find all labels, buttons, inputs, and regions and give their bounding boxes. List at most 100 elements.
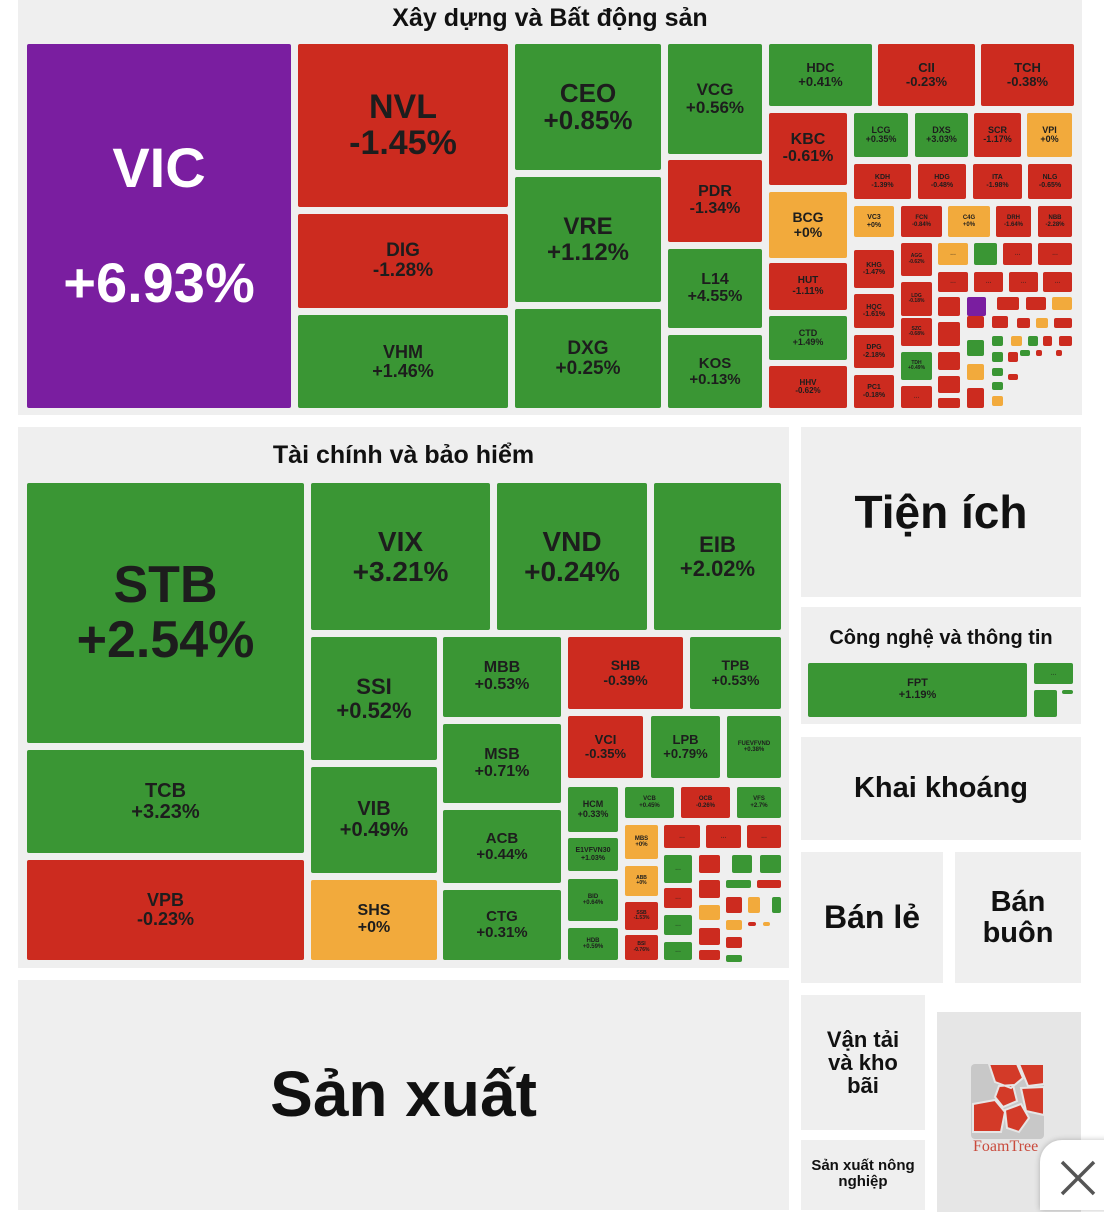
tile-ctg[interactable]: CTG +0.31% [443,890,561,960]
tile-dig[interactable]: DIG -1.28% [298,214,508,308]
tile-dxs[interactable]: DXS +3.03% [915,113,968,157]
tile-unlabeled[interactable] [1017,318,1030,328]
tile-unlabeled[interactable] [967,297,986,316]
tile-lcg[interactable]: LCG +0.35% [854,113,908,157]
tile-hhv[interactable]: HHV -0.62% [769,366,847,408]
tile-unlabeled[interactable] [726,937,742,948]
tile-unlabeled[interactable] [967,388,984,408]
tile-unlabeled[interactable]: ... [938,272,968,292]
tile-vci[interactable]: VCI -0.35% [568,716,643,778]
tile-unlabeled[interactable]: ... [974,272,1003,292]
tile-ita[interactable]: ITA -1.98% [973,164,1022,199]
tile-tch[interactable]: TCH -0.38% [981,44,1074,106]
tile-tcb[interactable]: TCB +3.23% [27,750,304,853]
sector-utilities[interactable]: Tiện ích [801,427,1081,597]
tile-hdc[interactable]: HDC +0.41% [769,44,872,106]
tile-hdb[interactable]: HDB +0.59% [568,928,618,960]
tile-unlabeled[interactable] [748,922,756,926]
sector-manufacturing[interactable]: Sản xuất [18,980,789,1210]
tile-vhm[interactable]: VHM +1.46% [298,315,508,408]
tile-nbb[interactable]: NBB -2.28% [1038,206,1072,237]
tile-unlabeled[interactable] [1054,318,1072,328]
tile-fcn[interactable]: FCN -0.84% [901,206,942,237]
tile-mbb[interactable]: MBB +0.53% [443,637,561,717]
tile-unlabeled[interactable] [992,382,1003,390]
tile-l14[interactable]: L14 +4.55% [668,249,762,328]
tile-unlabeled[interactable] [1026,297,1046,310]
tile-unlabeled[interactable] [772,897,781,913]
tile-unlabeled[interactable] [997,297,1019,310]
tile-unlabeled[interactable]: ... [1009,272,1038,292]
tile-nvl[interactable]: NVL -1.45% [298,44,508,207]
tile-unlabeled[interactable] [967,340,984,356]
tile-pdr[interactable]: PDR -1.34% [668,160,762,242]
tile-unlabeled[interactable]: ... [664,888,692,908]
tile-unlabeled[interactable] [967,316,984,328]
tile-unlabeled[interactable]: ... [1038,243,1072,265]
tile-acb[interactable]: ACB +0.44% [443,810,561,883]
tile-dxg[interactable]: DXG +0.25% [515,309,661,408]
tile-unlabeled[interactable] [726,880,751,888]
tile-pc1[interactable]: PC1 -0.18% [854,375,894,408]
tile-ssi[interactable]: SSI +0.52% [311,637,437,760]
tile-unlabeled[interactable] [726,897,742,913]
tile-bsi[interactable]: BSI -0.76% [625,935,658,960]
tile-unlabeled[interactable]: ... [901,386,932,408]
tile-cii[interactable]: CII -0.23% [878,44,975,106]
tile-unlabeled[interactable]: ... [1003,243,1032,265]
tile-kbc[interactable]: KBC -0.61% [769,113,847,185]
tile-unlabeled[interactable]: ... [664,915,692,935]
tile-unlabeled[interactable]: ... [747,825,781,848]
tile-unlabeled[interactable] [726,955,742,962]
tile-unlabeled[interactable] [1059,336,1072,346]
tile-unlabeled[interactable]: ... [938,243,968,265]
tile-abb[interactable]: ABB +0% [625,866,658,896]
tile-unlabeled[interactable] [938,352,960,370]
tile-lpb[interactable]: LPB +0.79% [651,716,720,778]
tile-khg[interactable]: KHG -1.47% [854,250,894,288]
tile-unlabeled[interactable] [938,398,960,408]
tile-vre[interactable]: VRE +1.12% [515,177,661,302]
tile-eib[interactable]: EIB +2.02% [654,483,781,630]
tile-unlabeled[interactable] [1020,350,1030,356]
sector-retail[interactable]: Bán lẻ [801,852,943,983]
tile-vic[interactable]: VIC +6.93% [27,44,291,408]
close-button[interactable] [1040,1140,1104,1210]
tile-tdh[interactable]: TDH +0.49% [901,352,932,380]
tile-unlabeled[interactable] [1008,352,1018,362]
tile-shs[interactable]: SHS +0% [311,880,437,960]
tile-unlabeled[interactable] [1036,350,1042,356]
tile-unlabeled[interactable] [1036,318,1048,328]
tile-agg[interactable]: AGG -0.62% [901,243,932,276]
tile-vix[interactable]: VIX +3.21% [311,483,490,630]
sector-mining[interactable]: Khai khoáng [801,737,1081,840]
tile-unlabeled[interactable] [699,880,720,898]
tile-unlabeled[interactable] [1034,690,1057,717]
tile-unlabeled[interactable] [992,352,1003,362]
tile-unlabeled[interactable] [1008,374,1018,380]
tile-unlabeled[interactable] [938,322,960,346]
tile-kdh[interactable]: KDH -1.39% [854,164,911,199]
tile-unlabeled[interactable] [974,243,997,265]
tile-unlabeled[interactable] [763,922,770,926]
tile-tpb[interactable]: TPB +0.53% [690,637,781,709]
tile-e1vfvn30[interactable]: E1VFVN30 +1.03% [568,838,618,871]
tile-szc[interactable]: SZC -0.68% [901,318,932,346]
tile-unlabeled[interactable] [1052,297,1072,310]
tile-unlabeled[interactable] [699,905,720,920]
tile-fpt[interactable]: FPT +1.19% [808,663,1027,717]
tile-unlabeled[interactable]: ... [664,942,692,960]
tile-unlabeled[interactable] [1028,336,1038,346]
tile-hut[interactable]: HUT -1.11% [769,263,847,310]
tile-bcg[interactable]: BCG +0% [769,192,847,258]
tile-unlabeled[interactable] [938,376,960,393]
tile-unlabeled[interactable] [699,855,720,873]
tile-unlabeled[interactable]: ... [1043,272,1072,292]
sector-transport[interactable]: Vận tải và kho bãi [801,995,925,1130]
tile-unlabeled[interactable]: ... [664,855,692,883]
tile-hcm[interactable]: HCM +0.33% [568,787,618,832]
sector-agriculture[interactable]: Sản xuất nông nghiệp [801,1140,925,1210]
sector-wholesale[interactable]: Bán buôn [955,852,1081,983]
tile-vc3[interactable]: VC3 +0% [854,206,894,237]
tile-unlabeled[interactable] [1043,336,1052,346]
